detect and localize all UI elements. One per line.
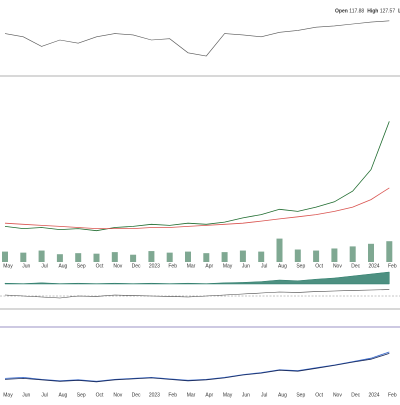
header-value: 117.88 [349,8,364,14]
x-tick-label: 2023 [149,392,160,398]
x-tick-label: Aug [278,263,287,269]
volume-bar [2,251,8,262]
x-tick-label: Sep [296,392,305,398]
x-tick-label: Jul [41,392,47,398]
series-line [4,289,390,299]
volume-bar [20,252,27,262]
volume-bar [56,254,63,262]
x-tick-label: Jul [261,392,267,398]
x-tick-label: Dec [351,263,360,269]
x-tick-label: Jun [22,392,30,398]
x-tick-label: Oct [96,392,104,398]
x-tick-label: Feb [388,392,397,398]
x-tick-label: Jul [261,263,267,269]
x-tick-label: Oct [315,392,323,398]
header-label: Open [335,8,348,14]
volume-bar [368,243,374,262]
x-tick-label: Sep [77,392,86,398]
volume-bar [331,248,338,262]
x-tick-label: Apr [205,392,213,398]
series-line [4,121,390,232]
x-tick-label: Nov [113,263,122,269]
volume-bar [130,254,137,262]
x-tick-label: Nov [333,263,342,269]
x-tick-label: Feb [168,263,177,269]
header-label: High [367,8,378,14]
volume-bar [166,252,173,262]
x-tick-label: May [223,263,233,269]
volume-bar [38,250,45,262]
volume-bar [294,249,301,262]
x-tick-label: 2024 [368,392,379,398]
x-tick-label: Jun [242,392,250,398]
series-line [4,351,390,382]
x-tick-label: Dec [132,392,141,398]
x-tick-label: Jul [41,263,47,269]
x-tick-label: Apr [205,263,213,269]
header-label: L [398,8,400,14]
x-tick-label: Jun [22,263,30,269]
volume-bar [313,250,320,262]
x-tick-label: Feb [388,263,397,269]
volume-bar [203,253,210,262]
x-tick-label: Jun [242,263,250,269]
volume-bar [386,241,393,262]
x-tick-label: Sep [77,263,86,269]
x-tick-label: Nov [333,392,342,398]
volume-bar [276,238,283,262]
x-tick-label: Mar [187,392,196,398]
x-tick-label: May [3,263,13,269]
x-tick-label: May [223,392,233,398]
series-line [4,353,390,383]
volume-bar [75,253,82,262]
header-value: 127.57 [380,8,396,14]
x-tick-label: Dec [351,392,360,398]
x-tick-label: 2023 [149,263,160,269]
x-tick-label: Nov [113,392,122,398]
volume-bar [185,251,191,262]
x-tick-label: Mar [187,263,196,269]
volume-bar [93,253,100,262]
x-tick-label: Oct [96,263,104,269]
volume-bar [258,251,265,262]
x-tick-label: Aug [58,263,67,269]
x-tick-label: Aug [278,392,287,398]
series-line [4,20,390,57]
volume-bar [349,246,356,262]
x-tick-label: Aug [58,392,67,398]
x-tick-label: Feb [168,392,177,398]
area [4,271,390,285]
x-tick-label: Oct [315,263,323,269]
x-tick-label: Dec [132,263,141,269]
x-tick-label: May [3,392,13,398]
volume-bar [148,251,155,262]
volume-bar [239,250,246,262]
volume-bar [111,252,118,262]
series-line [4,187,390,229]
volume-bar [221,252,228,262]
x-tick-label: Sep [296,263,305,269]
x-tick-label: 2024 [368,263,379,269]
